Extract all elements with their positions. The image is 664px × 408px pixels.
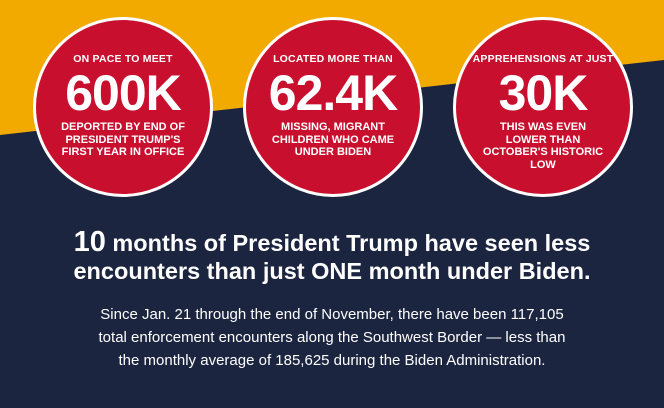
- stat-value: 600K: [65, 65, 182, 121]
- stat-value: 62.4K: [268, 65, 398, 121]
- stat-value: 30K: [498, 65, 589, 121]
- body-paragraph: Since Jan. 21 through the end of Novembe…: [98, 306, 566, 369]
- headline-text: months of President Trump have seen less…: [73, 230, 591, 284]
- stat-circle-apprehensions: APPREHENSIONS AT JUST 30K THIS WAS EVEN …: [453, 17, 633, 197]
- headline-number: 10: [73, 226, 106, 258]
- stat-description: MISSING, MIGRANT CHILDREN WHO CAME UNDER…: [271, 121, 395, 158]
- headline: 10 months of President Trump have seen l…: [20, 228, 644, 285]
- stat-circle-deportations: ON PACE TO MEET 600K DEPORTED BY END OF …: [33, 17, 213, 197]
- stat-description: THIS WAS EVEN LOWER THAN OCTOBER'S HISTO…: [482, 121, 604, 171]
- stat-circle-missing-children: LOCATED MORE THAN 62.4K MISSING, MIGRANT…: [243, 17, 423, 197]
- stat-label: LOCATED MORE THAN: [273, 53, 393, 65]
- stat-label: ON PACE TO MEET: [73, 53, 173, 65]
- stat-description: DEPORTED BY END OF PRESIDENT TRUMP'S FIR…: [61, 121, 185, 158]
- stat-label: APPREHENSIONS AT JUST: [472, 53, 614, 65]
